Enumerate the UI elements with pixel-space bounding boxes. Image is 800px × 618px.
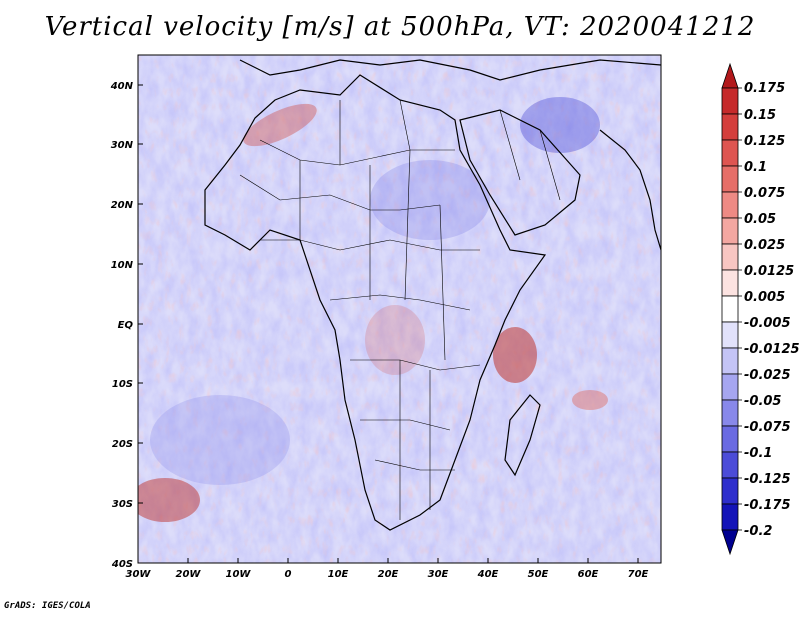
- colorbar-cell: [721, 217, 739, 245]
- lon-label: 0: [285, 569, 292, 580]
- colorbar-cell: [721, 451, 739, 479]
- colorbar-cell: [721, 62, 739, 89]
- colorbar-cell: [721, 269, 739, 297]
- lon-label: 10E: [328, 569, 349, 580]
- colorbar-cell: [721, 113, 739, 141]
- axis-ticks: [138, 84, 639, 563]
- colorbar-label: 0.005: [744, 290, 785, 305]
- colorbar-label: -0.125: [744, 472, 791, 487]
- colorbar-cell: [721, 191, 739, 219]
- velocity-field: [138, 55, 661, 563]
- colorbar-cell: [721, 87, 739, 115]
- grads-credit: GrADS: IGES/COLA: [4, 601, 91, 611]
- lon-label: 30W: [126, 569, 152, 580]
- lon-label: 20E: [378, 569, 399, 580]
- lon-label: 50E: [528, 569, 549, 580]
- colorbar-cells: [721, 62, 742, 556]
- longitude-labels: 30W 20W 10W 0 10E 20E 30E 40E 50E 60E 70…: [126, 569, 649, 580]
- colorbar-label: 0.15: [744, 108, 776, 123]
- lat-label: EQ: [118, 320, 134, 331]
- lon-label: 10W: [226, 569, 252, 580]
- colorbar-label: -0.2: [744, 524, 772, 539]
- colorbar-labels: 0.175 0.15 0.125 0.1 0.075 0.05 0.025 0.…: [744, 81, 800, 539]
- colorbar-label: 0.175: [744, 81, 785, 96]
- colorbar-label: 0.075: [744, 186, 785, 201]
- lat-label: 30S: [112, 499, 133, 510]
- colorbar-cell: [721, 165, 739, 193]
- map-title: Vertical velocity [m/s] at 500hPa, VT: 2…: [44, 12, 756, 42]
- lat-label: 10S: [112, 379, 133, 390]
- country-borders: [239, 99, 561, 520]
- lat-label: 10N: [111, 260, 134, 271]
- colorbar-cell: [721, 243, 739, 271]
- lat-label: 20S: [112, 439, 133, 450]
- colorbar-cell: [721, 399, 739, 427]
- colorbar-label: 0.025: [744, 238, 785, 253]
- latitude-labels: 40N 30N 20N 10N EQ 10S 20S 30S 40S: [110, 81, 134, 570]
- colorbar-cell: [721, 139, 739, 167]
- lat-label: 40N: [110, 81, 134, 92]
- lat-label: 20N: [111, 200, 134, 211]
- colorbar-label: -0.025: [744, 368, 791, 383]
- colorbar-label: -0.0125: [744, 342, 800, 357]
- colorbar-cell: [721, 321, 739, 349]
- colorbar-label: -0.175: [744, 498, 791, 513]
- colorbar: 0.175 0.15 0.125 0.1 0.075 0.05 0.025 0.…: [721, 62, 800, 556]
- colorbar-cell: [721, 503, 739, 531]
- lat-label: 40S: [111, 559, 133, 570]
- colorbar-label: 0.05: [744, 212, 776, 227]
- lon-label: 60E: [578, 569, 599, 580]
- colorbar-label: 0.1: [744, 160, 767, 175]
- plot-frame: [137, 54, 662, 564]
- lon-label: 30E: [428, 569, 449, 580]
- lon-label: 70E: [628, 569, 649, 580]
- colorbar-cell: [721, 347, 739, 375]
- lon-label: 20W: [176, 569, 202, 580]
- colorbar-cell: [721, 373, 739, 401]
- colorbar-cell: [721, 295, 739, 323]
- colorbar-label: 0.0125: [744, 264, 794, 279]
- colorbar-label: -0.075: [744, 420, 791, 435]
- colorbar-label: -0.005: [744, 316, 791, 331]
- lon-label: 40E: [477, 569, 499, 580]
- colorbar-label: 0.125: [744, 134, 785, 149]
- colorbar-cell: [721, 425, 739, 453]
- colorbar-label: -0.1: [744, 446, 772, 461]
- colorbar-cell: [721, 477, 739, 505]
- lat-label: 30N: [111, 140, 134, 151]
- colorbar-label: -0.05: [744, 394, 781, 409]
- colorbar-cell: [721, 529, 739, 556]
